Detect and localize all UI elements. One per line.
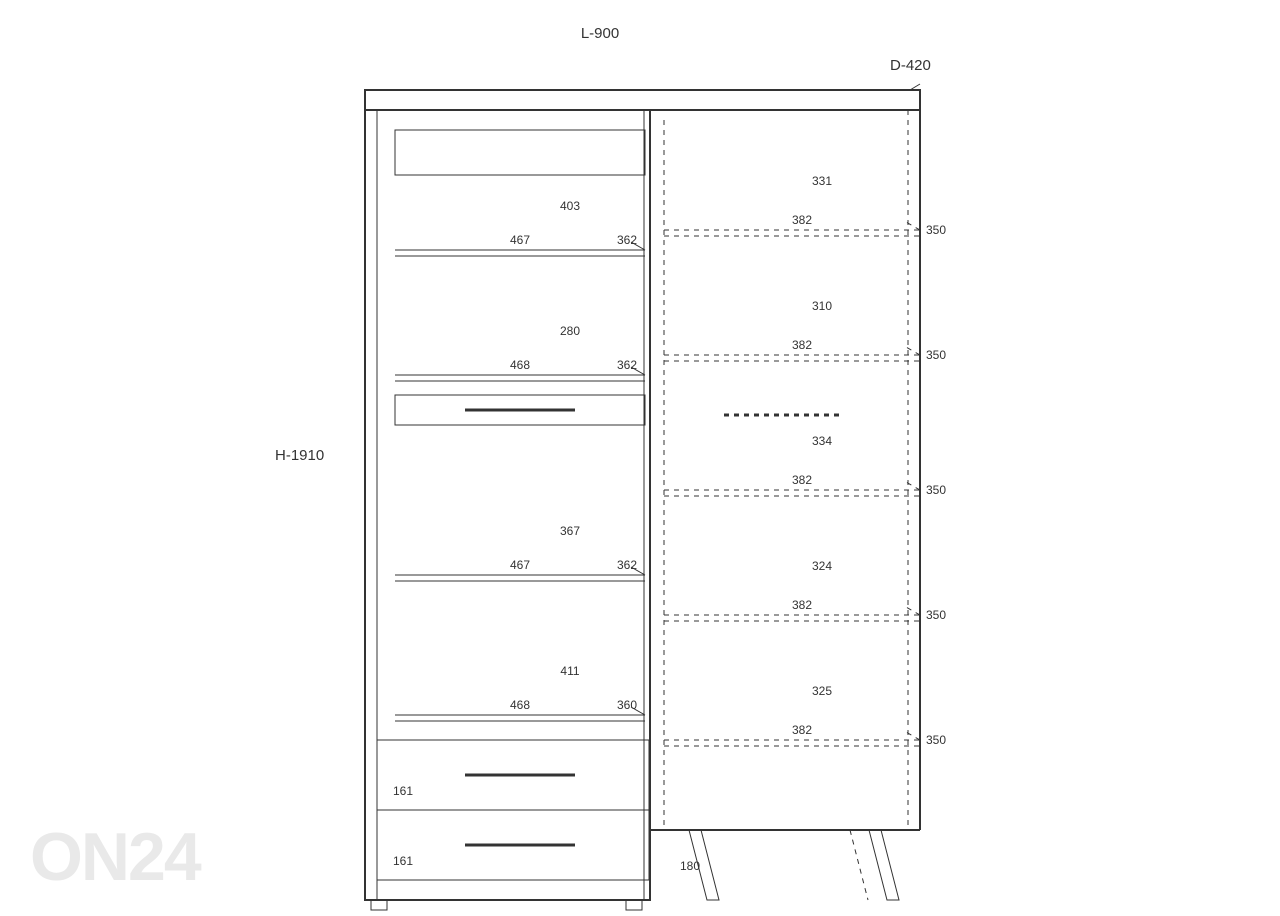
dim-right-gap: 325: [812, 684, 832, 698]
dim-shelf-depth: 360: [617, 698, 637, 712]
dim-drawer-height: 161: [393, 784, 413, 798]
dim-right-shelf-width: 382: [792, 213, 812, 227]
dim-right-shelf-depth: 350: [926, 483, 946, 497]
dim-right-shelf-width: 382: [792, 598, 812, 612]
dim-shelf-depth: 362: [617, 358, 637, 372]
label-length: L-900: [581, 25, 619, 42]
dim-right-gap: 331: [812, 174, 832, 188]
dim-shelf-width: 467: [510, 233, 530, 247]
dim-gap: 367: [560, 524, 580, 538]
dim-right-shelf-depth: 350: [926, 223, 946, 237]
dim-gap: 411: [560, 664, 579, 678]
left-foot: [626, 900, 642, 910]
dim-shelf-width: 468: [510, 698, 530, 712]
dim-shelf-width: 467: [510, 558, 530, 572]
dim-right-shelf-depth: 350: [926, 348, 946, 362]
dim-gap: 280: [560, 324, 580, 338]
dim-right-shelf-width: 382: [792, 473, 812, 487]
dim-right-shelf-width: 382: [792, 723, 812, 737]
technical-drawing: ON24 L-900 D-420 H-1910 467 362 403 468 362 280 46…: [0, 0, 1280, 916]
dim-right-gap: 334: [812, 434, 832, 448]
dim-right-shelf-depth: 350: [926, 733, 946, 747]
label-depth: D-420: [890, 57, 931, 74]
dim-right-shelf-width: 382: [792, 338, 812, 352]
label-height: H-1910: [275, 447, 324, 464]
watermark: ON24: [30, 819, 202, 895]
dim-drawer-height: 161: [393, 854, 413, 868]
dim-shelf-depth: 362: [617, 233, 637, 247]
left-unit-outline: [365, 110, 650, 900]
right-leg: [869, 830, 899, 900]
dim-gap: 403: [560, 199, 580, 213]
dim-shelf-depth: 362: [617, 558, 637, 572]
left-foot: [371, 900, 387, 910]
top-slab: [365, 90, 920, 110]
dim-right-gap: 324: [812, 559, 832, 573]
dim-right-shelf-depth: 350: [926, 608, 946, 622]
dim-shelf-width: 468: [510, 358, 530, 372]
dim-right-gap: 310: [812, 299, 832, 313]
